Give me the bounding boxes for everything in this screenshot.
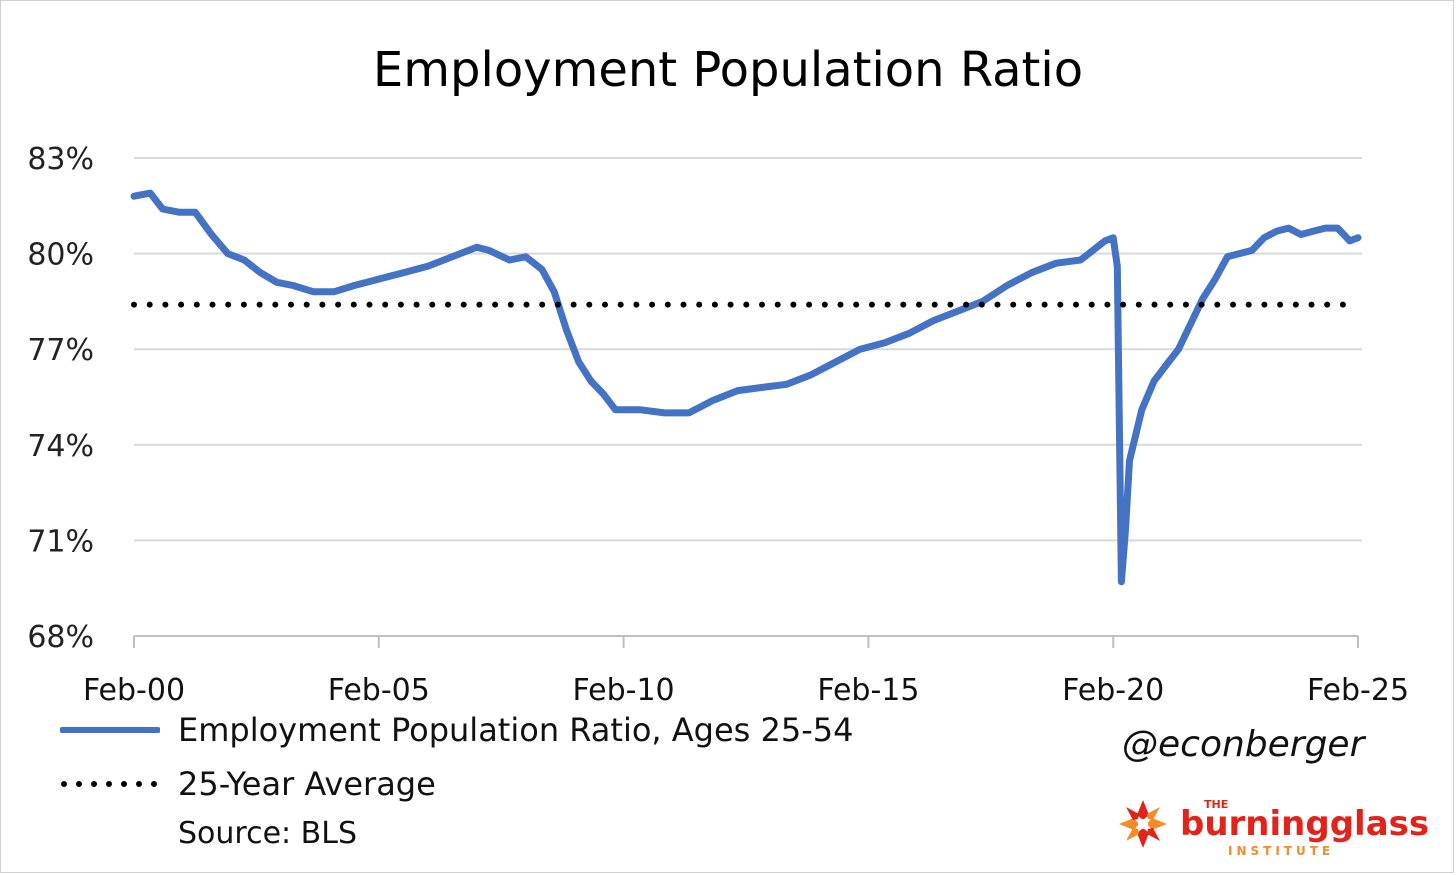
- source-note: Source: BLS: [178, 816, 358, 851]
- gridlines: [134, 157, 1362, 542]
- legend-label-average: 25-Year Average: [178, 765, 436, 803]
- x-tick-label: Feb-00: [83, 673, 185, 708]
- x-tick-label: Feb-10: [573, 673, 675, 708]
- y-tick-label: 83%: [27, 142, 94, 177]
- burning-glass-logo: THE burningglass INSTITUTE: [1118, 798, 1438, 860]
- logo-text-burning: burning: [1180, 804, 1330, 844]
- chart-title: Employment Population Ratio: [372, 42, 1084, 98]
- y-tick-labels: 68% 71% 74% 77% 80% 83%: [27, 142, 94, 655]
- x-tick-label: Feb-15: [817, 673, 919, 708]
- y-tick-label: 68%: [27, 620, 94, 655]
- y-tick-label: 71%: [27, 524, 94, 559]
- logo-text-glass: glass: [1329, 804, 1430, 844]
- legend-item-main-series: Employment Population Ratio, Ages 25-54: [59, 710, 854, 750]
- author-handle: @econberger: [1122, 724, 1365, 765]
- x-tick-label: Feb-05: [328, 673, 430, 708]
- y-tick-label: 77%: [27, 333, 94, 368]
- logo-text-the: THE: [1204, 798, 1229, 811]
- legend-label-main-series: Employment Population Ratio, Ages 25-54: [178, 711, 854, 749]
- x-axis: [133, 635, 1359, 648]
- y-tick-label: 74%: [27, 429, 94, 464]
- x-tick-labels: Feb-00 Feb-05 Feb-10 Feb-15 Feb-20 Feb-25: [83, 673, 1409, 708]
- legend-item-average: 25-Year Average: [60, 764, 436, 804]
- sunburst-icon: [1119, 800, 1167, 848]
- series-line-employment-ratio: [130, 189, 1362, 586]
- x-tick-label: Feb-25: [1307, 673, 1409, 708]
- x-tick-label: Feb-20: [1062, 673, 1164, 708]
- series-layer: [130, 189, 1362, 586]
- legend-swatch-dotted: [60, 764, 161, 804]
- y-tick-label: 80%: [27, 238, 94, 273]
- legend-swatch-solid: [59, 710, 161, 750]
- logo-text-institute: INSTITUTE: [1228, 844, 1335, 858]
